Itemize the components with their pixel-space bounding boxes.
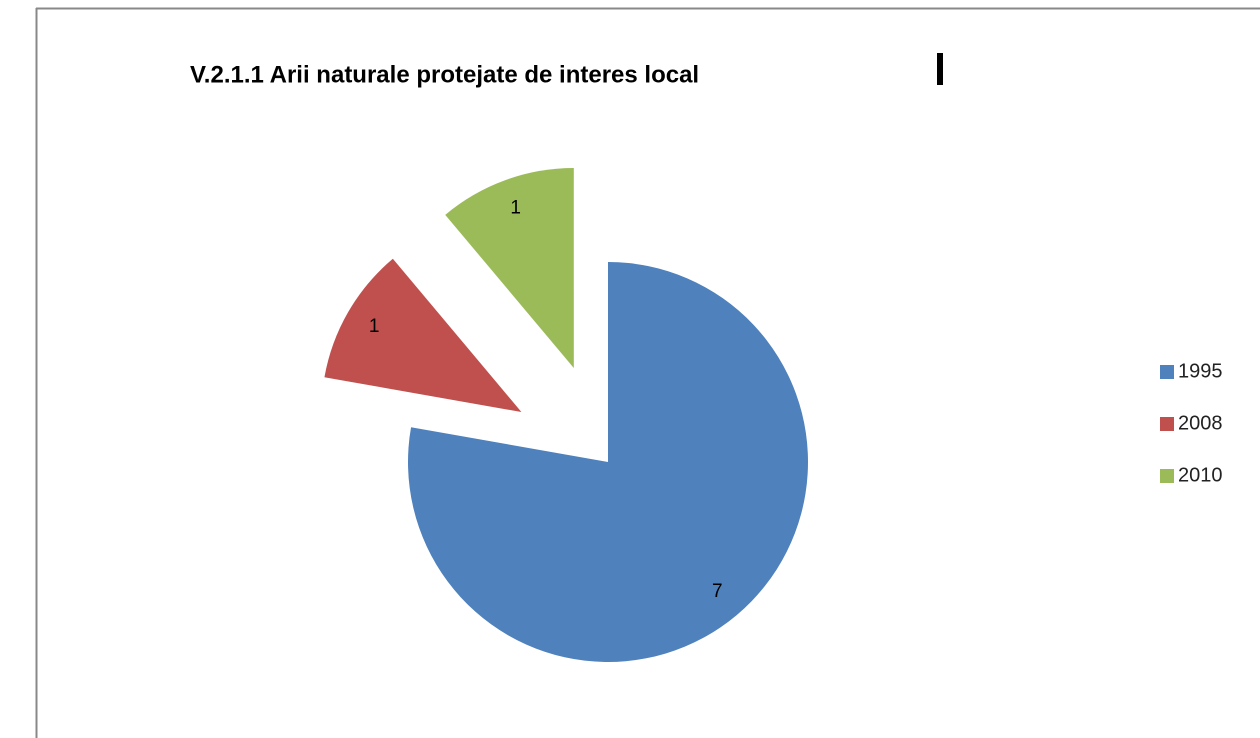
legend-swatch: [1160, 365, 1174, 379]
pie-slice: [324, 258, 522, 412]
legend-swatch: [1160, 417, 1174, 431]
legend-label: 2008: [1178, 412, 1223, 434]
legend-label: 1995: [1178, 360, 1223, 382]
chart-title: V.2.1.1 Arii naturale protejate de inter…: [190, 61, 699, 88]
text-cursor: [937, 53, 943, 85]
data-label: 1: [510, 197, 521, 218]
data-label: 1: [369, 316, 380, 337]
legend-label: 2010: [1178, 464, 1223, 486]
pie-slice: [407, 262, 808, 662]
pie-slice: [445, 168, 574, 369]
legend-swatch: [1160, 469, 1174, 483]
data-label: 7: [712, 581, 723, 602]
